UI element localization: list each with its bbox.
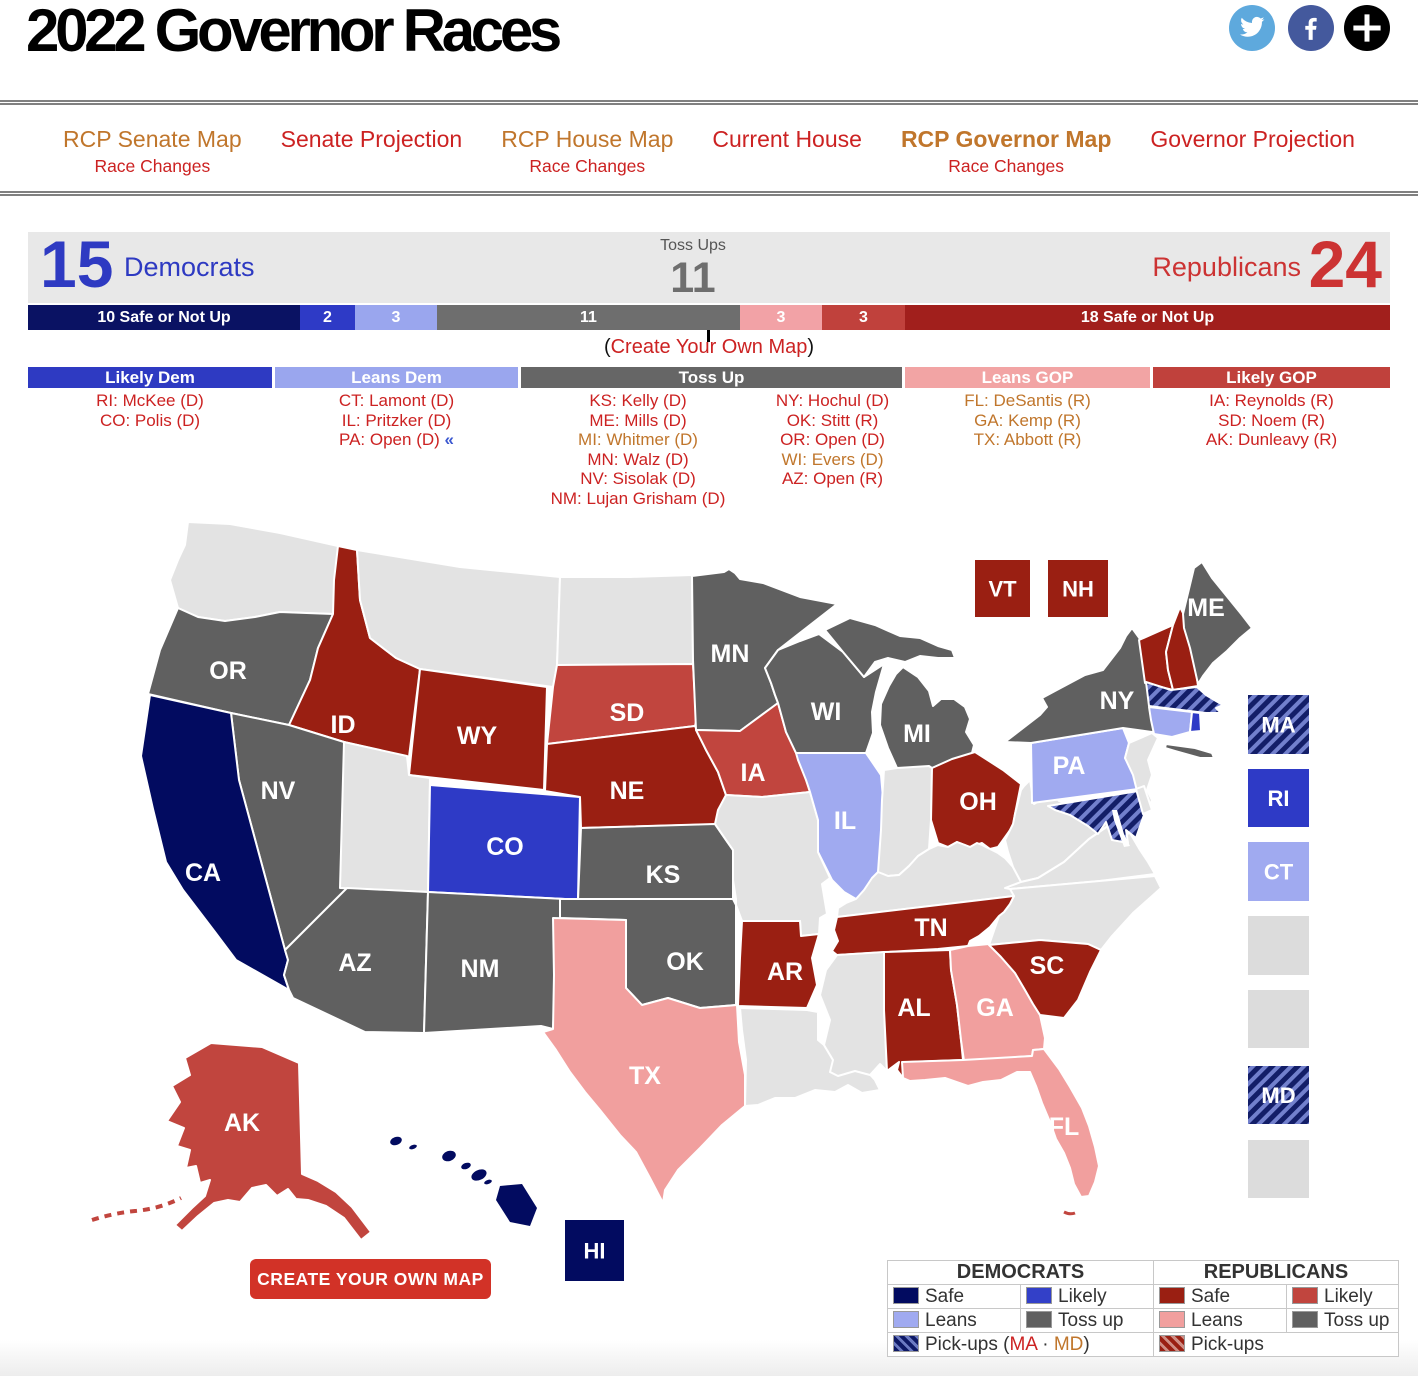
svg-text:TX: TX — [629, 1062, 661, 1090]
svg-text:VT: VT — [988, 577, 1017, 602]
svg-text:PA: PA — [1053, 752, 1086, 780]
svg-text:CA: CA — [185, 859, 221, 887]
svg-text:HI: HI — [584, 1239, 606, 1264]
svg-text:WY: WY — [457, 722, 498, 750]
svg-text:AL: AL — [897, 994, 930, 1022]
svg-text:FL: FL — [1049, 1113, 1080, 1141]
svg-text:CO: CO — [486, 833, 524, 861]
svg-text:ME: ME — [1187, 594, 1225, 622]
svg-text:SD: SD — [610, 699, 645, 727]
svg-text:RI: RI — [1268, 786, 1290, 811]
svg-text:TN: TN — [914, 914, 947, 942]
svg-text:AR: AR — [767, 958, 803, 986]
svg-text:NE: NE — [610, 777, 645, 805]
svg-text:AK: AK — [224, 1109, 260, 1137]
svg-text:MA: MA — [1261, 713, 1295, 738]
svg-text:OR: OR — [209, 657, 247, 685]
svg-text:IA: IA — [741, 759, 766, 787]
svg-text:AZ: AZ — [338, 949, 371, 977]
svg-text:SC: SC — [1030, 952, 1065, 980]
svg-text:GA: GA — [976, 994, 1014, 1022]
svg-text:NM: NM — [461, 955, 500, 983]
svg-text:MI: MI — [903, 720, 931, 748]
svg-text:OK: OK — [666, 948, 704, 976]
svg-text:ID: ID — [331, 711, 356, 739]
svg-text:MN: MN — [711, 640, 750, 668]
svg-text:WI: WI — [811, 698, 842, 726]
svg-text:IL: IL — [834, 807, 856, 835]
svg-text:KS: KS — [646, 861, 681, 889]
svg-text:MD: MD — [1261, 1083, 1295, 1108]
svg-text:NY: NY — [1100, 687, 1135, 715]
svg-text:CT: CT — [1264, 860, 1294, 885]
svg-text:NH: NH — [1062, 577, 1094, 602]
svg-text:NV: NV — [261, 777, 296, 805]
svg-text:OH: OH — [959, 788, 997, 816]
